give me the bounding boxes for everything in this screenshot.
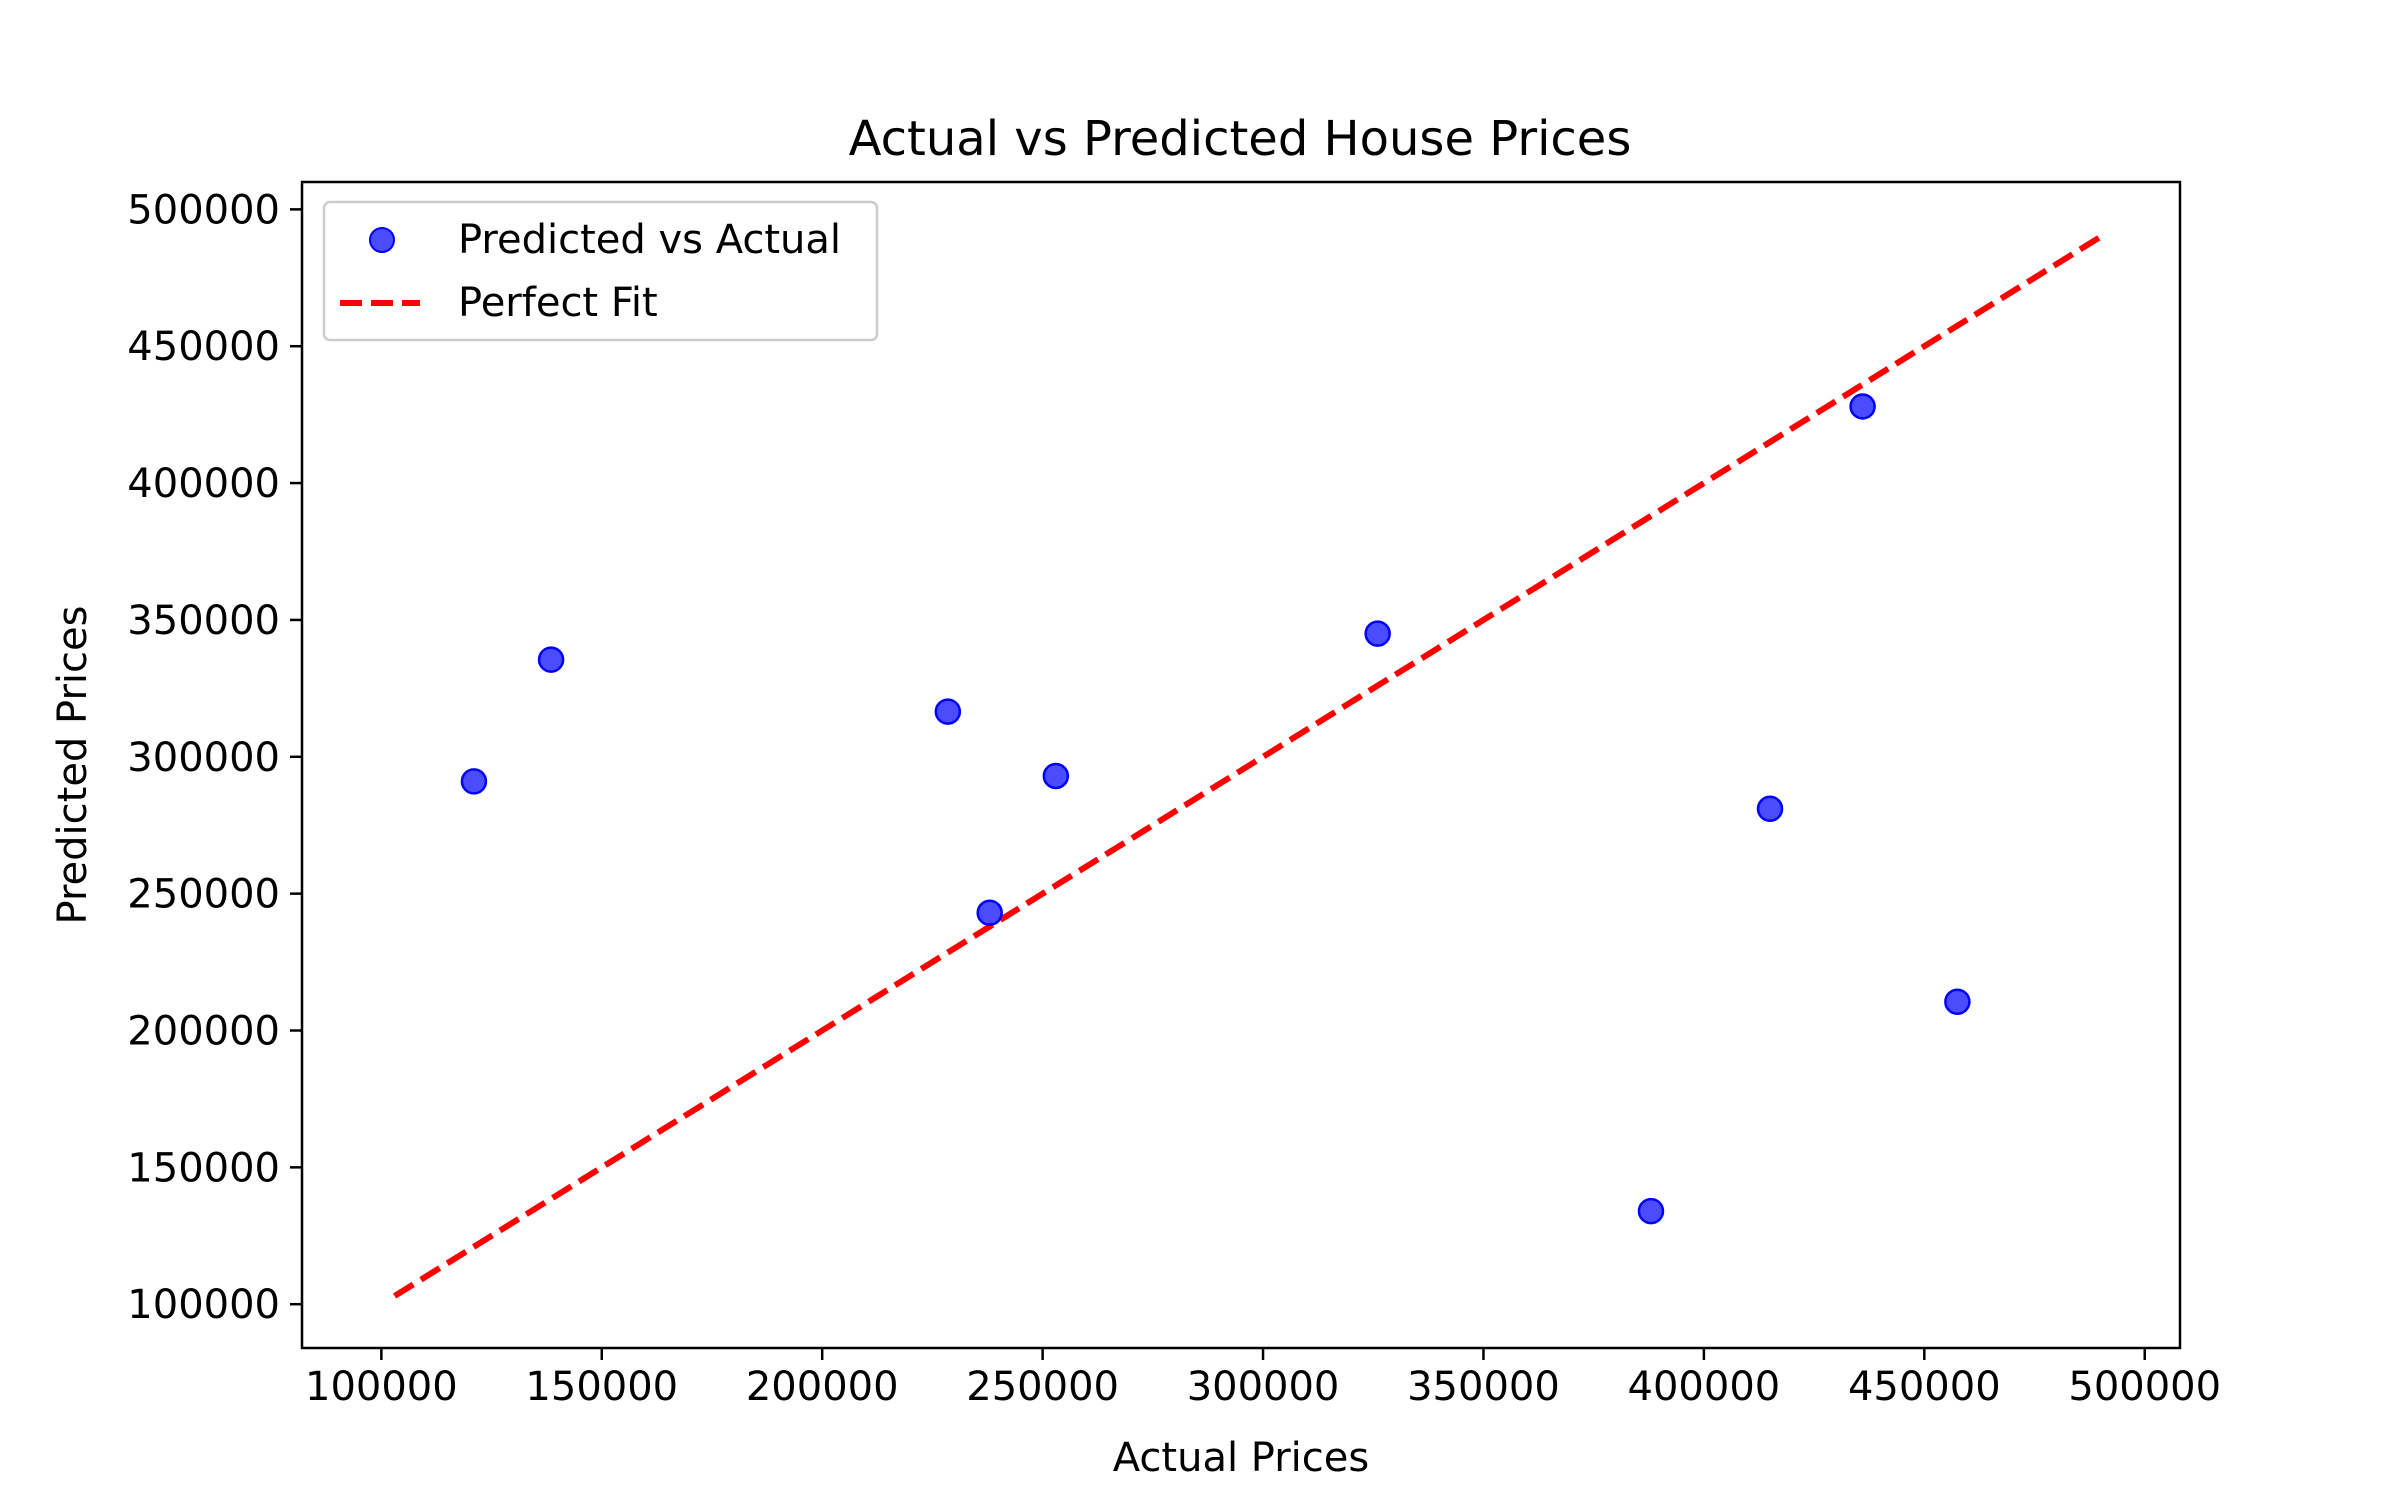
scatter-point bbox=[537, 646, 565, 673]
y-axis-label: Predicted Prices bbox=[50, 606, 96, 925]
scatter-point bbox=[934, 698, 962, 725]
x-axis-label: Actual Prices bbox=[1113, 1435, 1369, 1481]
perfect-fit-line bbox=[392, 234, 2103, 1299]
y-tick-label: 250000 bbox=[127, 872, 280, 918]
y-tick-label: 450000 bbox=[127, 324, 280, 370]
x-tick-label: 350000 bbox=[1407, 1364, 1560, 1410]
x-tick-label: 150000 bbox=[525, 1364, 678, 1410]
scatter-points bbox=[460, 393, 1971, 1225]
y-tick-label: 350000 bbox=[127, 598, 280, 644]
legend-box bbox=[322, 200, 879, 342]
x-tick-label: 250000 bbox=[966, 1364, 1119, 1410]
x-tick-label: 400000 bbox=[1628, 1364, 1781, 1410]
legend-label-line: Perfect Fit bbox=[458, 280, 658, 326]
scatter-point bbox=[460, 768, 488, 795]
y-tick-label: 300000 bbox=[127, 735, 280, 781]
x-tick-label: 500000 bbox=[2068, 1364, 2221, 1410]
plot-area bbox=[300, 180, 2182, 1350]
y-tick-label: 200000 bbox=[127, 1008, 280, 1054]
x-axis: 100000 150000 200000 250000 300000 350000 4000… bbox=[305, 1348, 2221, 1410]
y-tick-label: 150000 bbox=[127, 1145, 280, 1191]
x-tick-label: 300000 bbox=[1187, 1364, 1340, 1410]
y-axis: 100000 150000 200000 250000 300000 350000 4000… bbox=[127, 187, 302, 1328]
legend: Predicted vs Actual Perfect Fit bbox=[322, 200, 879, 342]
chart-title: Actual vs Predicted House Prices bbox=[849, 111, 1632, 167]
y-tick-label: 100000 bbox=[127, 1282, 280, 1328]
x-tick-label: 200000 bbox=[746, 1364, 899, 1410]
scatter-point bbox=[1364, 620, 1391, 647]
scatter-point bbox=[1637, 1197, 1665, 1225]
y-tick-label: 500000 bbox=[127, 187, 280, 233]
x-tick-label: 100000 bbox=[305, 1364, 458, 1410]
legend-label-scatter: Predicted vs Actual bbox=[458, 217, 841, 263]
legend-marker-scatter bbox=[369, 227, 395, 253]
scatter-point bbox=[1042, 762, 1070, 790]
x-tick-label: 450000 bbox=[1848, 1364, 2001, 1410]
scatter-point bbox=[1944, 988, 1971, 1016]
y-tick-label: 400000 bbox=[127, 461, 280, 507]
scatter-point bbox=[1756, 795, 1784, 823]
scatter-point bbox=[976, 899, 1003, 927]
scatter-point bbox=[1849, 393, 1876, 420]
